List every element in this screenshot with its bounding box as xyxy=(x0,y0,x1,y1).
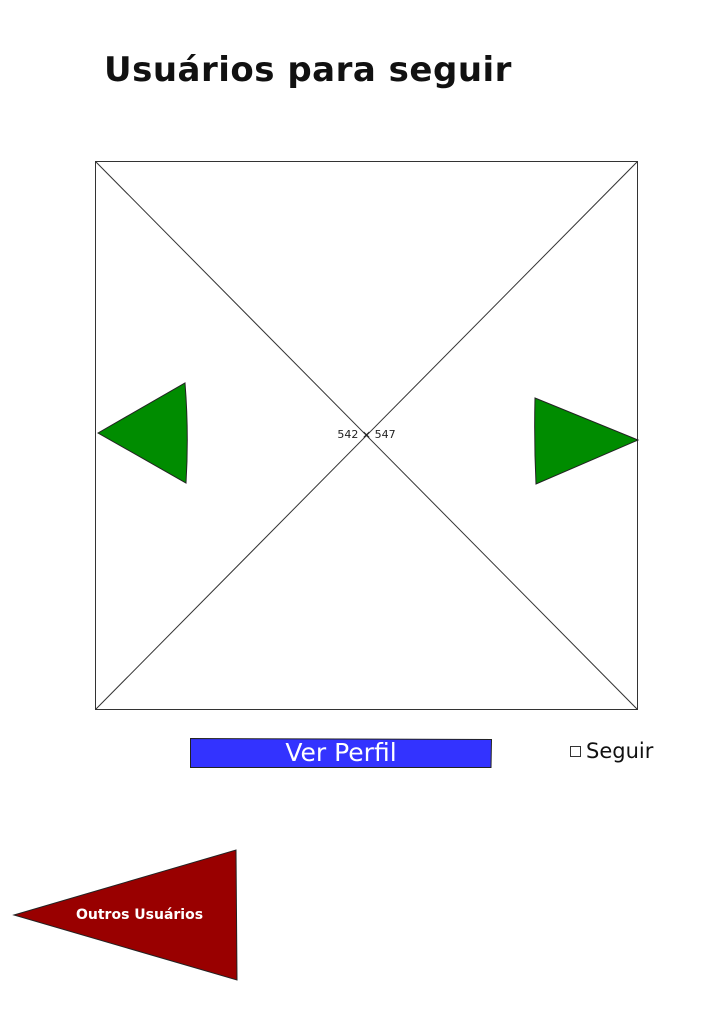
triangle-left-icon xyxy=(96,382,188,484)
view-profile-label: Ver Perfil xyxy=(285,738,397,767)
view-profile-button-shape xyxy=(190,738,492,768)
next-user-arrow[interactable] xyxy=(533,396,641,486)
page-title: Usuários para seguir xyxy=(104,50,512,90)
follow-checkbox[interactable] xyxy=(570,745,581,757)
follow-checkbox-control[interactable]: Seguir xyxy=(570,737,653,765)
follow-label: Seguir xyxy=(586,739,654,763)
other-users-arrow-shape xyxy=(12,849,238,981)
triangle-right-icon xyxy=(534,397,640,485)
other-users-button[interactable]: Outros Usuários xyxy=(12,849,240,982)
other-users-label: Outros Usuários xyxy=(76,907,204,923)
view-profile-button[interactable]: Ver Perfil xyxy=(190,738,492,768)
previous-user-arrow[interactable] xyxy=(96,381,188,485)
